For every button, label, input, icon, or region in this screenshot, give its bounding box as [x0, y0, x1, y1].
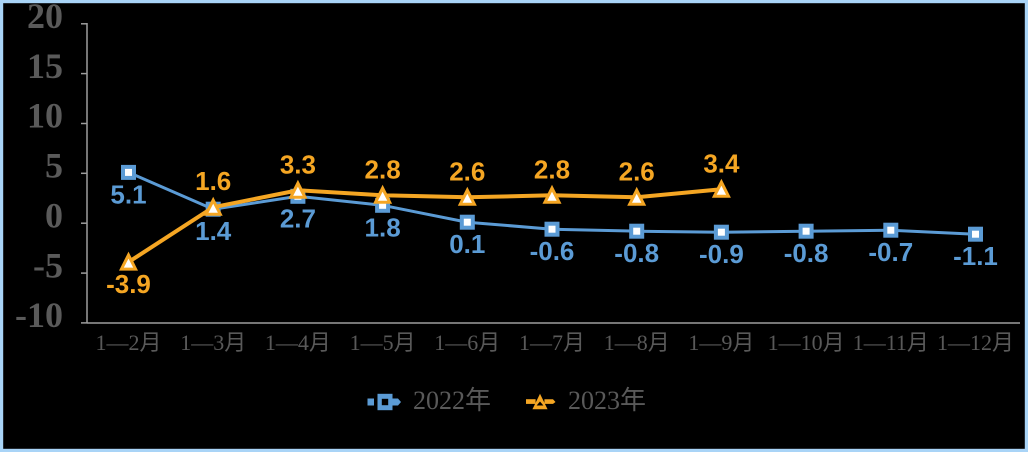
svg-text:1—6月: 1—6月 — [434, 330, 500, 355]
svg-text:2.6: 2.6 — [449, 156, 485, 186]
svg-text:-0.8: -0.8 — [614, 238, 659, 268]
svg-text:2023年: 2023年 — [568, 386, 646, 415]
svg-text:-0.8: -0.8 — [784, 238, 829, 268]
svg-text:5: 5 — [45, 146, 63, 186]
svg-text:2.6: 2.6 — [619, 156, 655, 186]
svg-text:2.8: 2.8 — [534, 154, 570, 184]
svg-text:-0.7: -0.7 — [868, 237, 913, 267]
svg-text:1.4: 1.4 — [195, 216, 232, 246]
svg-text:2022年: 2022年 — [413, 386, 491, 415]
svg-text:0.1: 0.1 — [449, 229, 485, 259]
svg-text:1—9月: 1—9月 — [688, 330, 754, 355]
svg-text:-10: -10 — [15, 295, 63, 335]
svg-text:15: 15 — [27, 46, 63, 86]
svg-text:-0.9: -0.9 — [699, 239, 744, 269]
svg-text:1—3月: 1—3月 — [180, 330, 246, 355]
svg-text:1—8月: 1—8月 — [604, 330, 670, 355]
svg-text:1—4月: 1—4月 — [265, 330, 331, 355]
svg-text:1—11月: 1—11月 — [853, 330, 929, 355]
svg-text:10: 10 — [27, 96, 63, 136]
svg-text:3.3: 3.3 — [280, 149, 316, 179]
svg-text:1—10月: 1—10月 — [768, 330, 845, 355]
svg-text:-1.1: -1.1 — [953, 241, 998, 271]
svg-text:-5: -5 — [33, 245, 63, 285]
svg-text:20: 20 — [27, 0, 63, 36]
svg-text:1—2月: 1—2月 — [95, 330, 161, 355]
svg-text:1—12月: 1—12月 — [937, 330, 1014, 355]
svg-text:2.7: 2.7 — [280, 203, 316, 233]
svg-text:-3.9: -3.9 — [106, 269, 151, 299]
svg-text:1.8: 1.8 — [365, 212, 401, 242]
svg-text:5.1: 5.1 — [110, 179, 146, 209]
svg-text:1—5月: 1—5月 — [350, 330, 416, 355]
svg-text:3.4: 3.4 — [703, 148, 740, 178]
svg-text:1.6: 1.6 — [195, 166, 231, 196]
svg-text:2.8: 2.8 — [365, 154, 401, 184]
svg-text:-0.6: -0.6 — [530, 236, 575, 266]
svg-text:0: 0 — [45, 195, 63, 235]
svg-text:1—7月: 1—7月 — [519, 330, 585, 355]
